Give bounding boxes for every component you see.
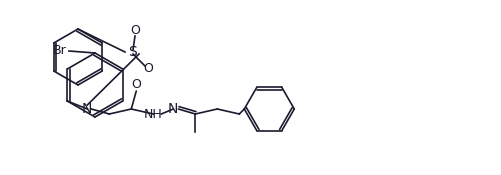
Text: S: S — [128, 45, 137, 59]
Text: O: O — [130, 23, 140, 37]
Text: NH: NH — [144, 107, 162, 121]
Text: Br: Br — [53, 44, 67, 58]
Text: O: O — [131, 79, 141, 92]
Text: N: N — [168, 102, 178, 116]
Text: O: O — [143, 62, 153, 75]
Text: N: N — [82, 102, 92, 116]
